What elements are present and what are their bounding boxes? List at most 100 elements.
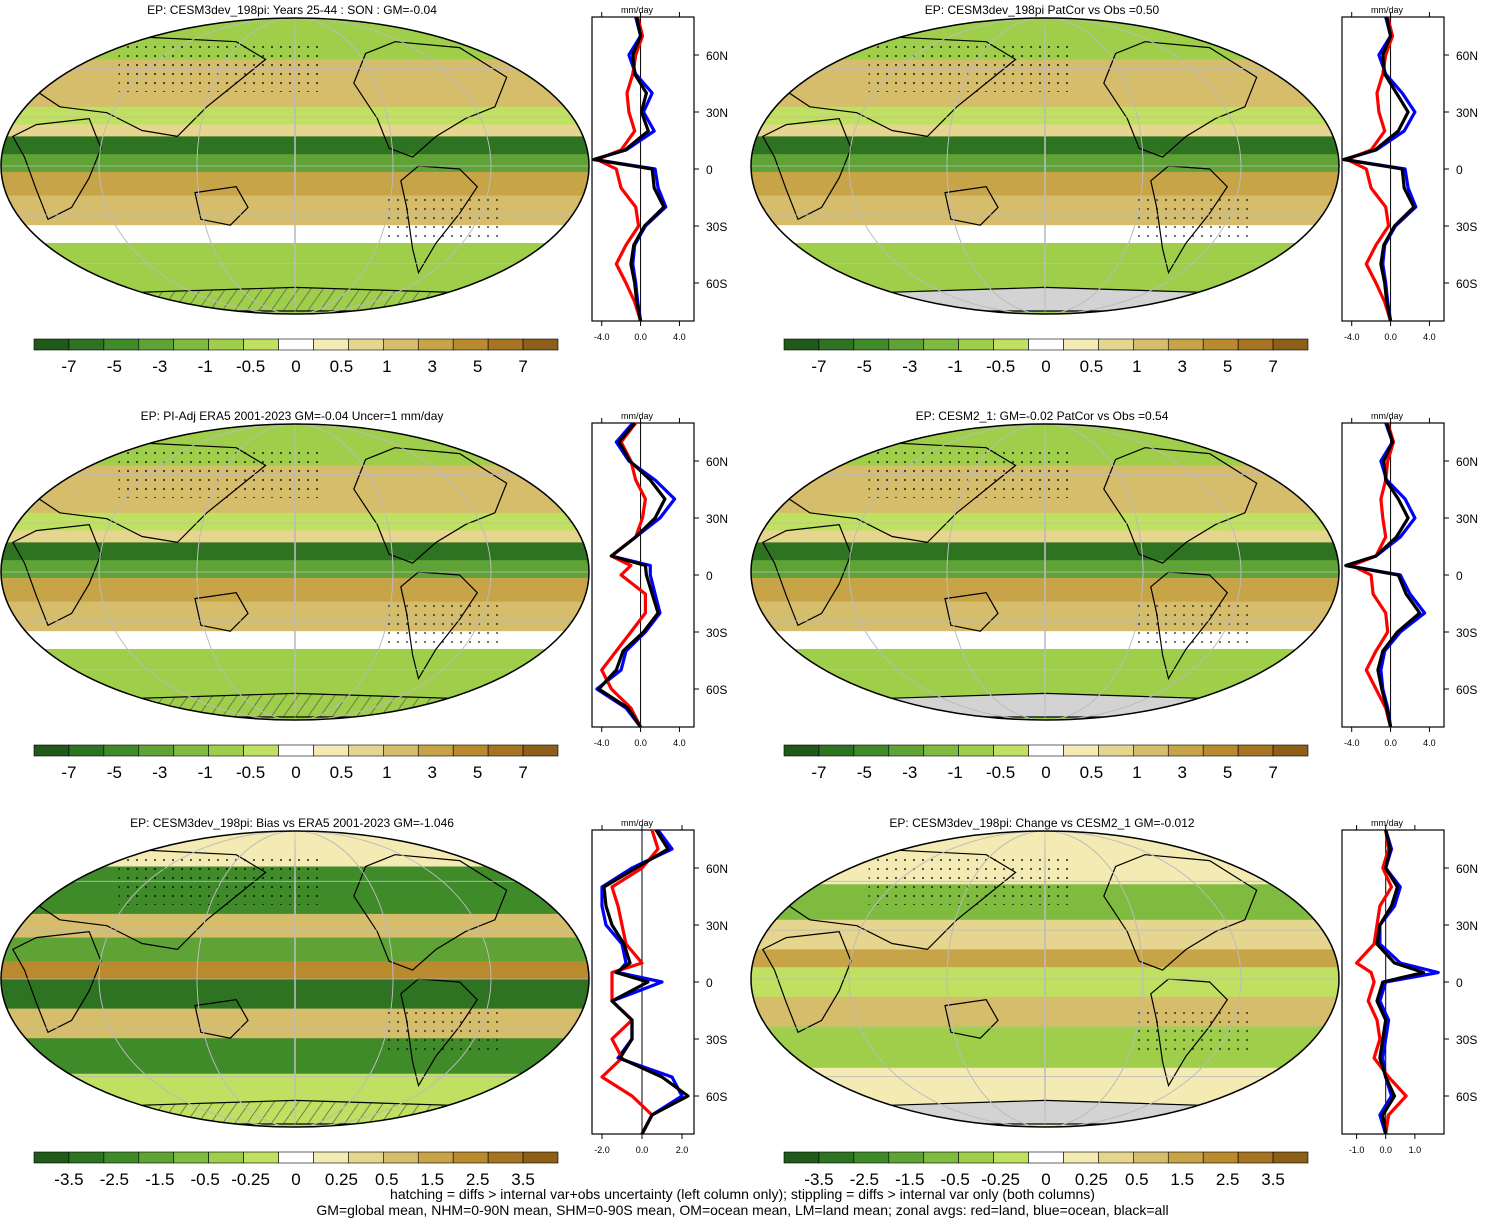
panel: EP: CESM3dev_198pi: Change vs CESM2_1 GM… (750, 816, 1478, 1189)
colorbar-label: 0 (291, 763, 300, 782)
antarctica-outline (856, 286, 1234, 312)
zonal-line-ocean (595, 421, 677, 728)
footer-line-1: hatching = diffs > internal var+obs unce… (390, 1186, 1095, 1202)
zonal-plot: mm/day 60N 30N 0 30S 60S -1.0 0.0 1.0 (1341, 818, 1478, 1155)
lat-tick-label: 60S (1456, 1090, 1477, 1104)
colorbar-swatch (783, 744, 820, 757)
colorbar-swatch (33, 338, 70, 351)
panel: EP: PI-Adj ERA5 2001-2023 GM=-0.04 Uncer… (0, 409, 728, 782)
panel-title: EP: CESM3dev_198pi PatCor vs Obs =0.50 (925, 3, 1160, 17)
panel: EP: CESM3dev_198pi PatCor vs Obs =0.50 -7… (750, 3, 1478, 376)
colorbar-swatch (1202, 744, 1239, 757)
colorbar-swatch (417, 1151, 454, 1164)
map-band (1, 171, 589, 197)
stipple-area (383, 1008, 501, 1053)
x-tick-label: 2.0 (676, 1145, 689, 1155)
colorbar-swatch (33, 744, 70, 757)
zonal-plot: mm/day 60N 30N 0 30S 60S -4.0 0.0 4.0 (1341, 5, 1478, 342)
x-tick-label: 0.0 (1384, 332, 1397, 342)
colorbar-label: 7 (1268, 763, 1277, 782)
colorbar-swatch (1133, 338, 1169, 351)
stipple-area (868, 853, 1075, 905)
antarctica-outline (106, 286, 484, 312)
footer-line-2: GM=global mean, NHM=0-90N mean, SHM=0-90… (316, 1202, 1169, 1218)
colorbar-swatch (1202, 1151, 1239, 1164)
lat-tick-label: 30N (1456, 512, 1478, 526)
colorbar-swatch (783, 338, 820, 351)
colorbar-label: 3.5 (511, 1170, 535, 1189)
colorbar-swatch (958, 338, 994, 351)
antarctica-outline (856, 1099, 1234, 1125)
lat-tick-label: 60N (1456, 455, 1478, 469)
zonal-line-land (600, 422, 648, 728)
colorbar-swatch (958, 1151, 994, 1164)
colorbar-label: 0 (291, 1170, 300, 1189)
map-band (751, 949, 1339, 969)
map-band (1, 106, 589, 126)
africa-outline (761, 117, 852, 221)
zonal-plot: mm/day 60N 30N 0 30S 60S -4.0 0.0 4.0 (591, 411, 728, 748)
colorbar-swatch (487, 338, 524, 351)
colorbar-label: 1.5 (1170, 1170, 1194, 1189)
south-america-outline (1150, 165, 1229, 275)
colorbar-label: 0 (1041, 1170, 1050, 1189)
colorbar-label: 0.5 (1080, 763, 1104, 782)
north-america-outline (1103, 854, 1258, 971)
map-band (1, 577, 589, 603)
map-border (0, 830, 590, 1128)
colorbar-swatch (1237, 1151, 1274, 1164)
lat-tick-label: 0 (706, 569, 713, 583)
colorbar-label: 0.25 (325, 1170, 358, 1189)
colorbar-label: 1 (1132, 357, 1141, 376)
colorbar-swatch (243, 338, 279, 351)
x-tick-label: -4.0 (1344, 332, 1360, 342)
colorbar-swatch (1167, 744, 1204, 757)
colorbar-swatch (383, 338, 419, 351)
map-band (751, 577, 1339, 603)
colorbar-label: -7 (811, 357, 826, 376)
colorbar-swatch (452, 338, 489, 351)
lat-tick-label: 30N (706, 106, 728, 120)
stipple-area (868, 40, 1075, 92)
map-band (751, 601, 1339, 633)
colorbar-swatch (243, 1151, 279, 1164)
colorbar-swatch (348, 744, 384, 757)
colorbar-label: 0.25 (1075, 1170, 1108, 1189)
map-band (751, 512, 1339, 532)
colorbar-swatch (522, 338, 559, 351)
colorbar: -7 -5 -3 -1 -0.5 0 0.5 1 3 5 7 (783, 338, 1309, 376)
lat-tick-label: 0 (706, 976, 713, 990)
map-band (751, 195, 1339, 227)
colorbar-swatch (818, 1151, 855, 1164)
lat-tick-label: 0 (1456, 569, 1463, 583)
colorbar-swatch (313, 1151, 349, 1164)
colorbar-swatch (1202, 338, 1239, 351)
x-tick-label: 0.0 (634, 738, 647, 748)
lat-tick-label: 30S (706, 626, 727, 640)
panel: EP: CESM3dev_198pi: Years 25-44 : SON : … (0, 3, 728, 376)
lat-tick-label: 60N (706, 49, 728, 63)
colorbar-swatch (278, 1151, 314, 1164)
map (1, 424, 589, 720)
x-tick-label: 0.0 (634, 332, 647, 342)
panel-title: EP: CESM2_1: GM=-0.02 PatCor vs Obs =0.5… (916, 409, 1169, 423)
colorbar-label: 0.5 (330, 763, 354, 782)
colorbar-label: -3 (152, 763, 167, 782)
colorbar-label: 5 (473, 357, 482, 376)
south-america-outline (1150, 978, 1229, 1088)
lat-tick-label: 60N (1456, 49, 1478, 63)
colorbar-swatch (522, 744, 559, 757)
colorbar-swatch (1028, 744, 1064, 757)
colorbar: -3.5 -2.5 -1.5 -0.5 -0.25 0 0.25 0.5 1.5 2.5 3.5 (783, 1151, 1309, 1189)
africa-outline (761, 930, 852, 1034)
stipple-area (868, 446, 1075, 498)
lat-tick-label: 30N (706, 512, 728, 526)
colorbar-swatch (1237, 338, 1274, 351)
colorbar: -7 -5 -3 -1 -0.5 0 0.5 1 3 5 7 (33, 744, 559, 782)
colorbar-swatch (278, 338, 314, 351)
zonal-line-all (1342, 16, 1416, 322)
colorbar-label: 1 (382, 357, 391, 376)
north-america-outline (1103, 447, 1258, 564)
colorbar-swatch (68, 1151, 105, 1164)
